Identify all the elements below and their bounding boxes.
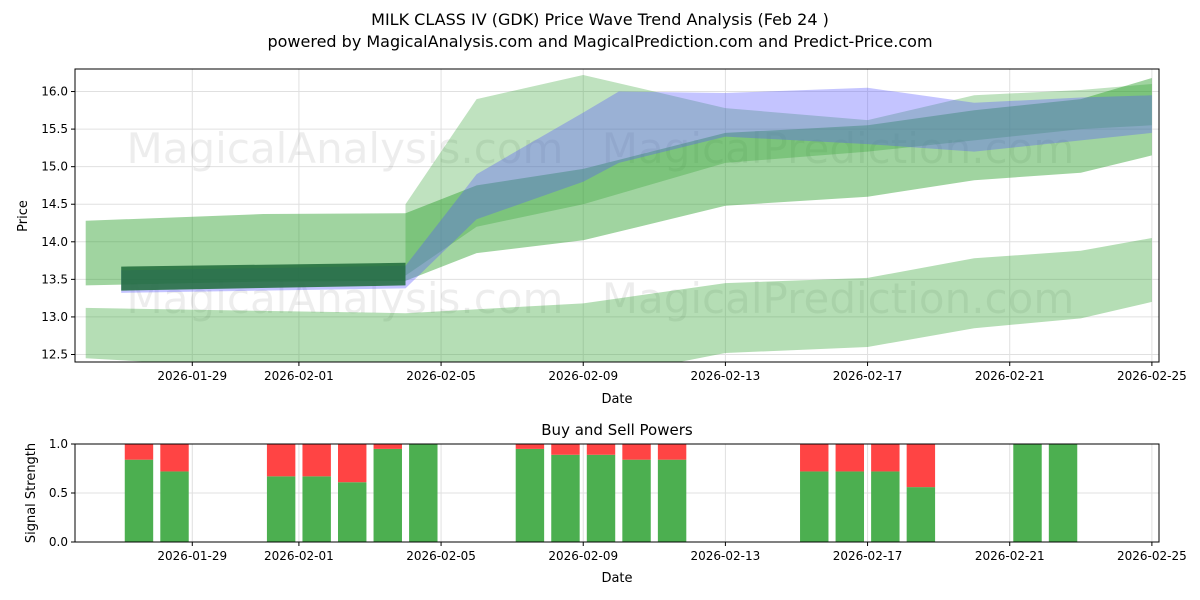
sell-bar — [871, 444, 900, 472]
sell-bar — [657, 444, 687, 460]
buy-bar — [800, 471, 829, 542]
sell-bar — [124, 444, 154, 460]
signal-x-tick-label: 2026-02-13 — [691, 549, 761, 563]
buy-bar — [266, 476, 296, 542]
price-band-4 — [121, 262, 406, 291]
sell-bar — [551, 444, 580, 455]
buy-bar — [409, 444, 438, 542]
signal-y-tick-label: 1.0 — [49, 437, 68, 451]
buy-bar — [871, 471, 900, 542]
sell-bar — [266, 444, 296, 477]
watermark-prediction-lower: MagicalPrediction.com — [602, 274, 1075, 323]
price-panel: MagicalAnalysis.com MagicalPrediction.co… — [16, 68, 1187, 407]
buy-bar — [622, 459, 651, 542]
signal-y-axis: 0.0 0.5 1.0 — [49, 437, 75, 549]
signal-y-tick-label: 0.0 — [49, 535, 68, 549]
signal-panel: Buy and Sell Powers 0.0 0.5 1.0 2026-01-29… — [24, 421, 1187, 586]
buy-bar — [160, 471, 189, 542]
sell-bar — [906, 444, 936, 488]
price-y-tick-label: 14.0 — [41, 235, 68, 249]
signal-x-tick-label: 2026-01-29 — [157, 549, 227, 563]
watermark-prediction-upper: MagicalPrediction.com — [602, 124, 1075, 173]
sell-bar — [586, 444, 616, 455]
buy-bar — [1048, 444, 1078, 542]
buy-bar — [906, 487, 936, 542]
signal-x-tick-label: 2026-02-21 — [975, 549, 1045, 563]
buy-bar — [835, 471, 865, 542]
signal-title: Buy and Sell Powers — [541, 421, 693, 439]
price-y-tick-label: 15.0 — [41, 160, 68, 174]
price-y-tick-label: 16.0 — [41, 85, 68, 99]
signal-y-axis-label: Signal Strength — [24, 443, 39, 543]
price-y-axis-label: Price — [16, 200, 31, 232]
buy-bar — [1013, 444, 1042, 542]
signal-x-axis-label: Date — [601, 571, 632, 586]
price-y-tick-label: 13.5 — [41, 272, 68, 286]
buy-bar — [124, 459, 154, 542]
price-x-tick-label: 2026-02-05 — [406, 369, 476, 383]
buy-bar — [551, 454, 580, 542]
signal-x-tick-label: 2026-02-09 — [548, 549, 618, 563]
price-band-1 — [85, 78, 1152, 286]
price-bands — [85, 75, 1152, 362]
price-band-3 — [121, 87, 1152, 293]
sell-bar — [160, 444, 189, 472]
sell-bar — [373, 444, 402, 449]
signal-y-tick-label: 0.5 — [49, 486, 68, 500]
signal-gridlines — [75, 443, 1159, 543]
buy-bar — [515, 448, 545, 542]
price-x-tick-label: 2026-02-13 — [691, 369, 761, 383]
sell-bar — [302, 444, 331, 477]
price-y-axis: 12.5 13.0 13.5 14.0 14.5 15.0 15.5 16.0 — [41, 85, 75, 361]
buy-bar — [657, 459, 687, 542]
signal-x-tick-label: 2026-02-17 — [833, 549, 903, 563]
price-y-tick-label: 12.5 — [41, 347, 68, 361]
chart-title: MILK CLASS IV (GDK) Price Wave Trend Ana… — [371, 10, 829, 29]
price-plot-frame — [74, 68, 1160, 363]
signal-x-tick-label: 2026-02-05 — [406, 549, 476, 563]
sell-bar — [835, 444, 865, 472]
buy-bar — [338, 482, 367, 542]
price-x-tick-label: 2026-02-25 — [1117, 369, 1187, 383]
price-x-axis-label: Date — [601, 392, 632, 407]
price-band-2 — [405, 75, 1152, 276]
signal-x-axis: 2026-01-29 2026-02-01 2026-02-05 2026-02-09… — [157, 542, 1187, 563]
signal-x-tick-label: 2026-02-01 — [264, 549, 334, 563]
price-band-0 — [85, 238, 1152, 362]
buy-bar — [302, 476, 331, 542]
sell-bar — [622, 444, 651, 460]
chart-subtitle: powered by MagicalAnalysis.com and Magic… — [267, 32, 932, 51]
sell-bar — [800, 444, 829, 472]
watermark-analysis-upper: MagicalAnalysis.com — [127, 124, 564, 173]
signal-x-tick-label: 2026-02-25 — [1117, 549, 1187, 563]
price-x-tick-label: 2026-02-01 — [264, 369, 334, 383]
price-x-tick-label: 2026-02-17 — [833, 369, 903, 383]
buy-bar — [373, 448, 402, 542]
price-x-axis: 2026-01-29 2026-02-01 2026-02-05 2026-02-09… — [157, 362, 1187, 383]
price-y-tick-label: 13.0 — [41, 310, 68, 324]
price-x-tick-label: 2026-02-21 — [975, 369, 1045, 383]
price-x-tick-label: 2026-02-09 — [548, 369, 618, 383]
sell-bar — [515, 444, 545, 449]
price-x-tick-label: 2026-01-29 — [157, 369, 227, 383]
sell-bar — [338, 444, 367, 483]
buy-bar — [586, 454, 616, 542]
signal-bars — [124, 444, 1078, 542]
price-y-tick-label: 15.5 — [41, 122, 68, 136]
price-y-tick-label: 14.5 — [41, 197, 68, 211]
